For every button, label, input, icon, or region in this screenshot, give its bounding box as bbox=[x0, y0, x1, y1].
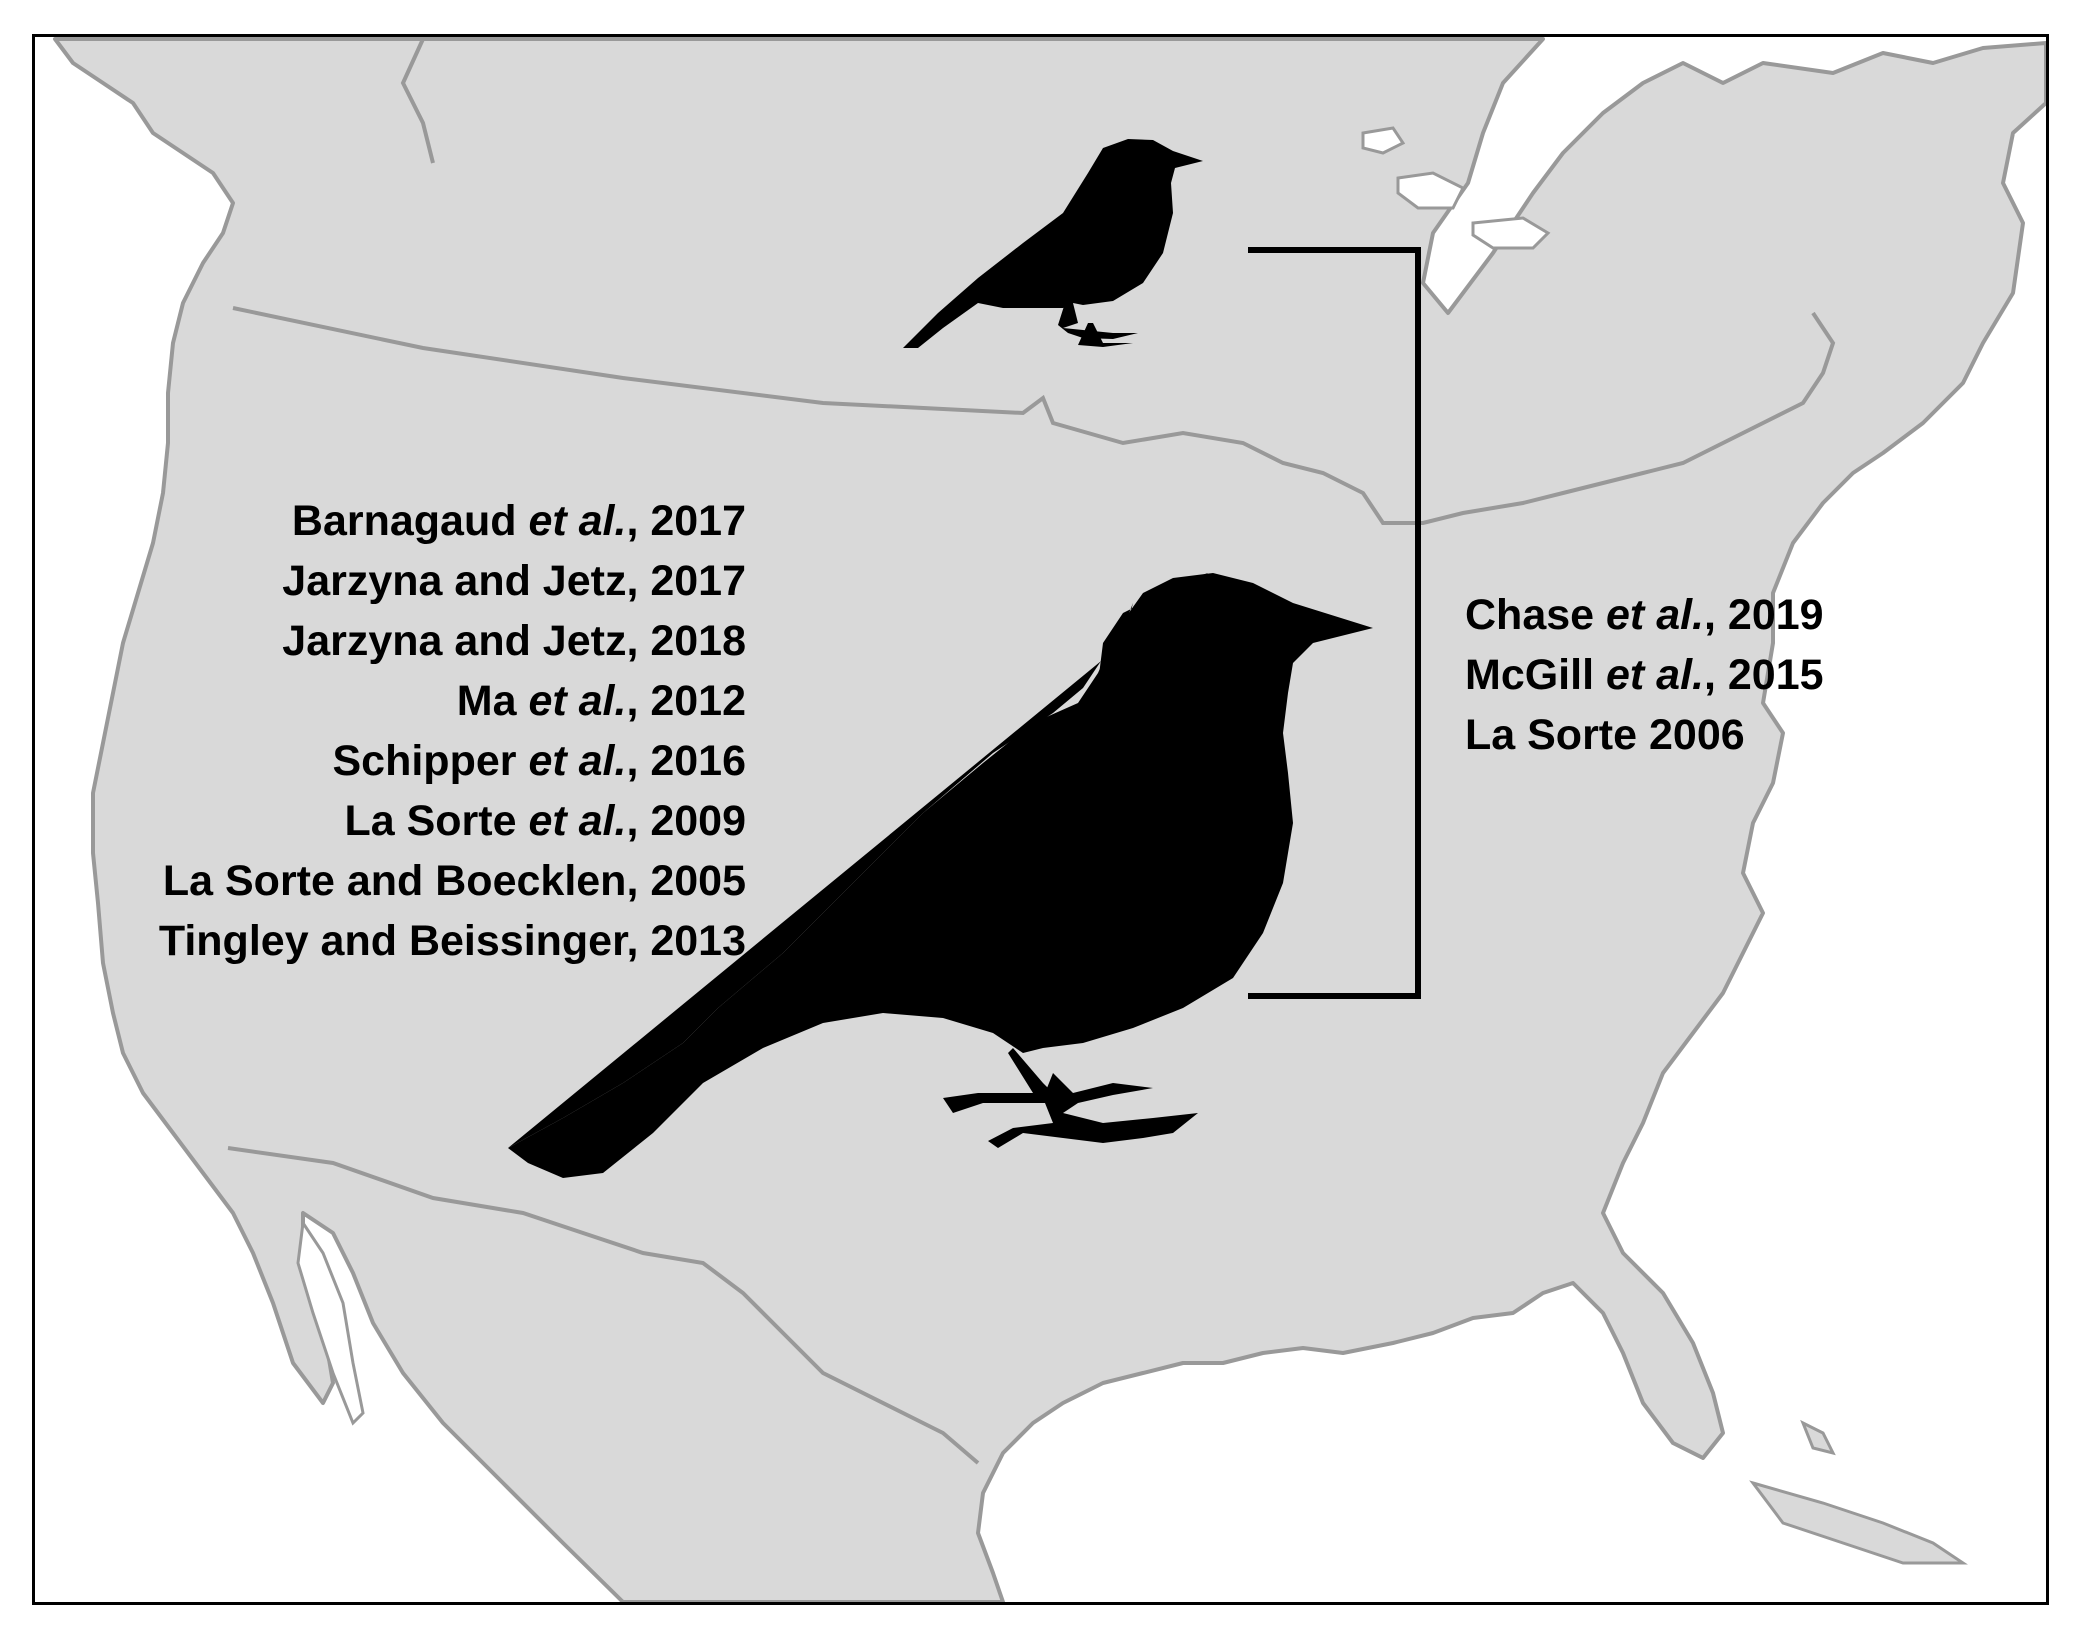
reference-et-al: et al. bbox=[1606, 591, 1705, 639]
reference-text: La Sorte 2006 bbox=[1465, 711, 1745, 759]
large-bird-silhouette bbox=[508, 573, 1373, 1178]
reference-year: , 2016 bbox=[626, 737, 746, 785]
reference-text: Tingley and Beissinger, 2013 bbox=[158, 917, 746, 965]
reference-text: McGill bbox=[1465, 651, 1606, 699]
reference-et-al: et al. bbox=[528, 497, 627, 545]
reference-entry: La Sorte 2006 bbox=[1465, 705, 1824, 765]
reference-entry: La Sorte and Boecklen, 2005 bbox=[159, 851, 746, 911]
reference-year: , 2015 bbox=[1703, 651, 1824, 699]
reference-et-al: et al. bbox=[1605, 651, 1704, 699]
lake-3 bbox=[1361, 126, 1406, 155]
reference-entry: Ma et al., 2012 bbox=[159, 671, 746, 731]
lake-1 bbox=[1396, 171, 1466, 210]
north-america-map bbox=[53, 37, 2046, 1602]
border-us-mexico bbox=[227, 1146, 980, 1465]
reference-year: , 2009 bbox=[626, 797, 746, 845]
left-reference-list: Barnagaud et al., 2017 Jarzyna and Jetz, … bbox=[159, 491, 746, 971]
reference-text: Chase bbox=[1465, 591, 1607, 639]
border-canada-alaska bbox=[400, 38, 435, 164]
bahamas bbox=[1800, 1419, 1836, 1456]
reference-entry: Jarzyna and Jetz, 2018 bbox=[159, 611, 746, 671]
border-us-canada bbox=[232, 306, 1836, 525]
reference-entry: Schipper et al., 2016 bbox=[159, 731, 747, 791]
small-bird-silhouette bbox=[903, 139, 1203, 348]
bracket bbox=[1248, 247, 1421, 999]
reference-entry: La Sorte et al., 2009 bbox=[159, 791, 746, 851]
reference-year: , 2017 bbox=[626, 497, 746, 545]
reference-entry: Chase et al., 2019 bbox=[1465, 585, 1824, 645]
cuba bbox=[1749, 1480, 1968, 1565]
reference-year: , 2019 bbox=[1704, 591, 1824, 639]
reference-text: Barnagaud bbox=[291, 497, 529, 545]
reference-year: , 2012 bbox=[626, 677, 746, 725]
reference-et-al: et al. bbox=[528, 677, 627, 725]
reference-text: Jarzyna and Jetz, 2017 bbox=[282, 557, 746, 605]
reference-entry: McGill et al., 2015 bbox=[1465, 645, 1824, 705]
reference-text: Jarzyna and Jetz, 2018 bbox=[282, 617, 746, 665]
lake-2 bbox=[1471, 216, 1551, 250]
reference-text: Schipper bbox=[332, 737, 529, 785]
reference-entry: Barnagaud et al., 2017 bbox=[159, 491, 746, 551]
gulf-of-california bbox=[296, 1218, 365, 1426]
map-frame: Barnagaud et al., 2017 Jarzyna and Jetz, … bbox=[32, 34, 2049, 1605]
reference-text: Ma bbox=[456, 677, 529, 725]
reference-entry: Jarzyna and Jetz, 2017 bbox=[159, 551, 746, 611]
reference-text: La Sorte bbox=[344, 797, 529, 845]
reference-entry: Tingley and Beissinger, 2013 bbox=[159, 911, 746, 971]
reference-text: La Sorte and Boecklen, 2005 bbox=[162, 857, 746, 905]
reference-et-al: et al. bbox=[528, 737, 627, 785]
reference-et-al: et al. bbox=[528, 797, 627, 845]
right-reference-list: Chase et al., 2019 McGill et al., 2015 La … bbox=[1465, 585, 1824, 765]
